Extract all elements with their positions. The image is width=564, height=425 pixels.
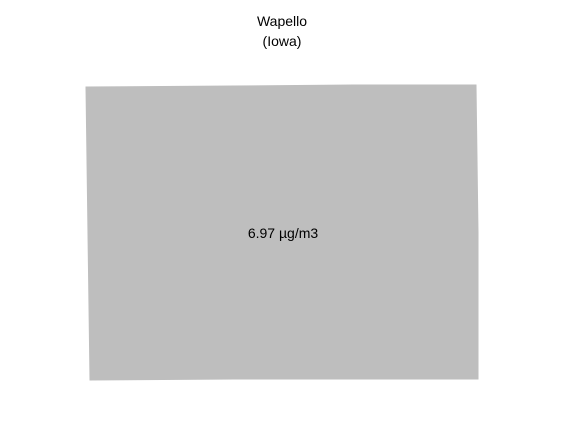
map-title-block: Wapello (Iowa)	[0, 11, 564, 51]
state-name: (Iowa)	[262, 33, 302, 49]
county-name: Wapello	[256, 13, 308, 29]
county-value-label: 6.97 µg/m3	[248, 225, 319, 241]
county-shape-wapello[interactable]	[85, 84, 479, 381]
